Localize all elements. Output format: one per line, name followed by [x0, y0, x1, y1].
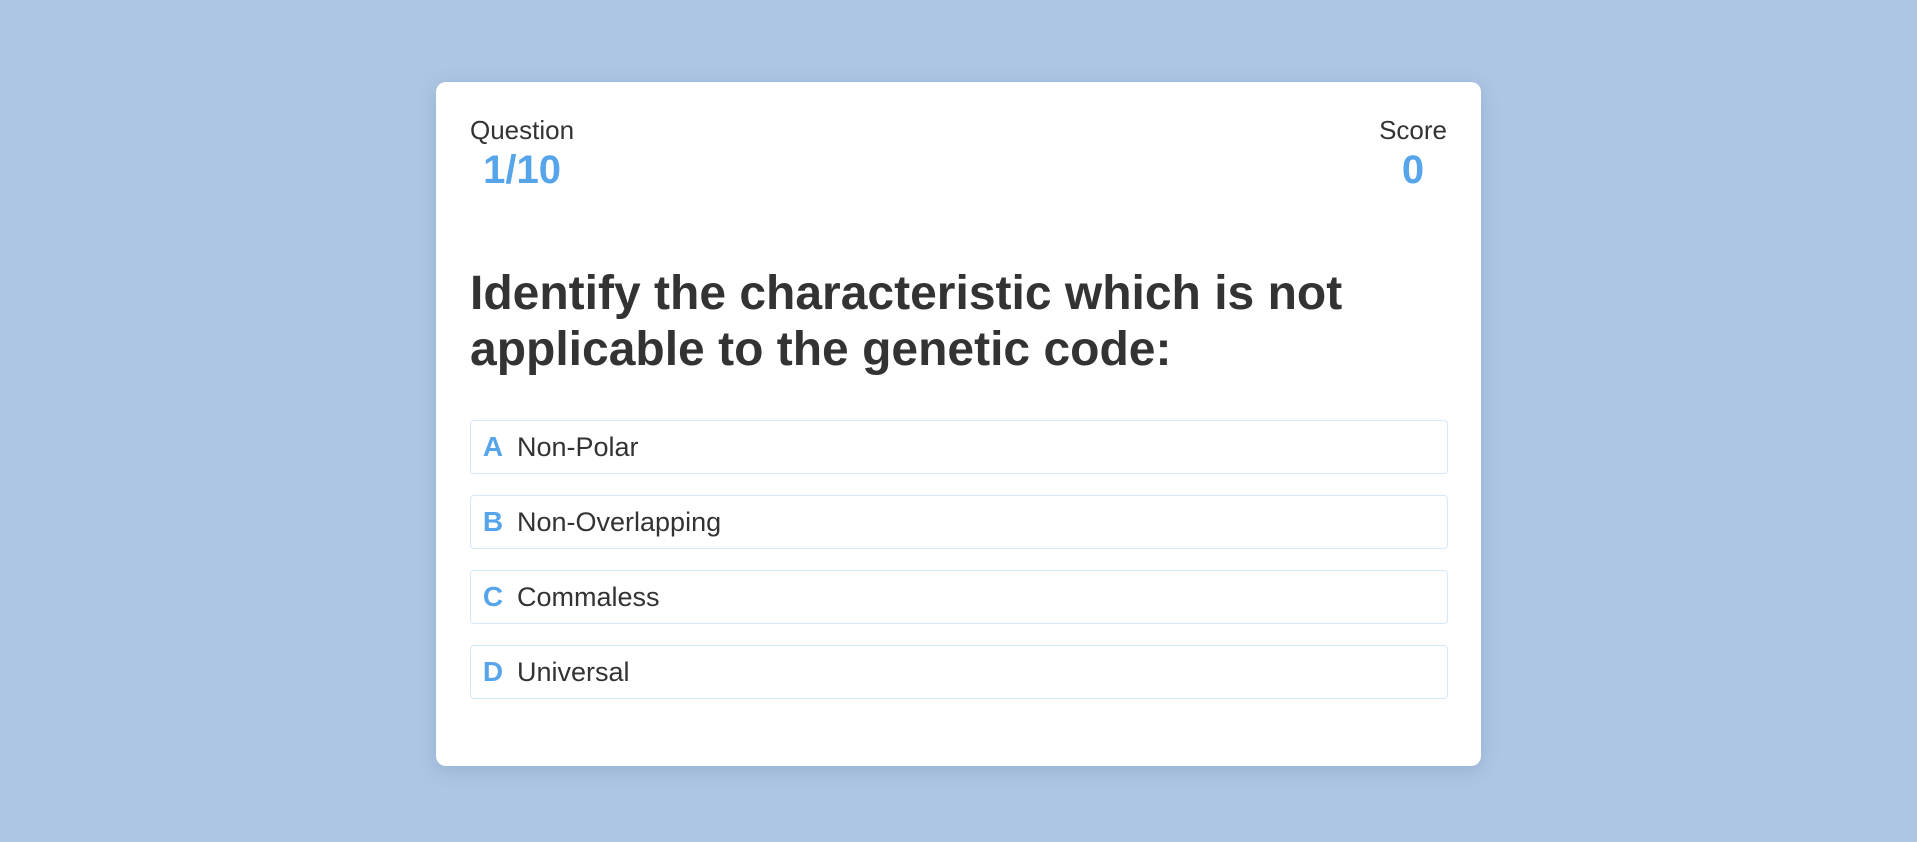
question-counter-label: Question	[470, 115, 575, 145]
choice-text: Commaless	[517, 581, 660, 612]
choice-a[interactable]: A Non-Polar	[470, 420, 1448, 474]
score-value: 0	[1401, 148, 1425, 192]
question-text: Identify the characteristic which is not…	[470, 267, 1343, 376]
choice-prefix: C	[482, 581, 504, 612]
choice-prefix: B	[482, 506, 504, 537]
score-display: Score 0	[1379, 116, 1447, 194]
choice-b[interactable]: B Non-Overlapping	[470, 495, 1448, 549]
quiz-card: Question 1/10 Score 0 Identify the chara…	[436, 82, 1481, 766]
choice-text: Non-Polar	[517, 431, 639, 462]
choice-prefix: A	[482, 431, 504, 462]
choice-prefix: D	[482, 656, 504, 687]
choice-text: Universal	[517, 656, 630, 687]
question-counter-value: 1/10	[483, 148, 561, 192]
choice-text: Non-Overlapping	[517, 506, 722, 537]
quiz-hud: Question 1/10 Score 0	[470, 116, 1447, 266]
choice-c[interactable]: C Commaless	[470, 570, 1448, 624]
choice-list: A Non-Polar B Non-Overlapping C Commales…	[470, 420, 1448, 699]
choice-d[interactable]: D Universal	[470, 645, 1448, 699]
score-label: Score	[1379, 115, 1447, 145]
question-counter: Question 1/10	[470, 116, 574, 194]
